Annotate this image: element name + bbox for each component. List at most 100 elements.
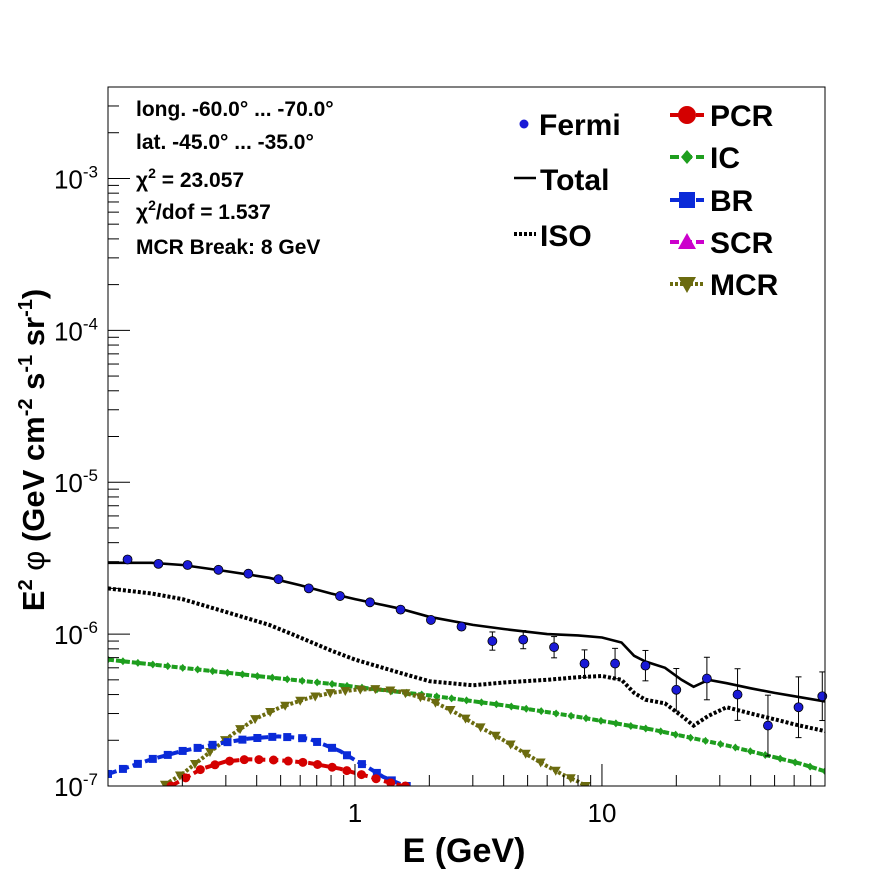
br-marker xyxy=(253,733,262,742)
fermi-data-point xyxy=(122,554,133,565)
mcr-marker xyxy=(340,687,351,697)
y-label-s: s xyxy=(16,373,51,399)
mcr-marker xyxy=(174,771,185,781)
ic-marker xyxy=(134,658,142,667)
ic-marker xyxy=(821,767,825,776)
x-tick-label: 10 xyxy=(587,798,616,828)
br-marker xyxy=(283,733,292,742)
mcr-marker xyxy=(445,706,456,716)
fermi-data-point xyxy=(456,621,467,632)
ic-marker xyxy=(463,696,470,705)
y-tick-label: 10-6 xyxy=(54,618,98,650)
legend-label-iso: ISO xyxy=(540,220,592,253)
pcr-marker xyxy=(400,781,410,786)
fermi-data-point xyxy=(213,564,224,575)
ic-marker xyxy=(597,716,605,725)
fermi-points-layer xyxy=(122,554,828,757)
legend-label-mcr: MCR xyxy=(710,269,779,302)
ic-marker xyxy=(179,663,187,672)
chi2-symbol: χ xyxy=(136,169,148,192)
ic-marker xyxy=(806,762,814,771)
pcr-marker xyxy=(283,756,293,766)
y-label-sr: sr xyxy=(16,317,51,355)
fermi-data-point xyxy=(182,560,193,570)
legend-label-total: Total xyxy=(540,164,609,197)
ic-marker xyxy=(119,657,127,666)
mcr-marker xyxy=(370,685,381,695)
fermi-data-point xyxy=(153,558,164,569)
mcr-marker xyxy=(205,748,216,758)
mcr-marker xyxy=(189,759,200,769)
mcr-marker xyxy=(430,698,441,708)
y-label-sr-sup: -1 xyxy=(15,299,37,317)
ic-marker xyxy=(268,673,276,682)
x-axis-label: E (GeV) xyxy=(403,832,526,870)
ic-marker xyxy=(477,698,485,707)
series-iso-line xyxy=(108,586,825,734)
ic-marker xyxy=(657,727,665,736)
y-label-phi: φ xyxy=(16,551,51,571)
fermi-data-point xyxy=(518,634,529,645)
mcr-marker xyxy=(475,723,486,733)
mcr-marker xyxy=(385,686,396,696)
chi2-superscript: 2 xyxy=(148,165,156,181)
br-marker xyxy=(178,746,187,755)
fermi-data-point xyxy=(549,642,559,653)
pcr-marker xyxy=(210,760,220,770)
chi2-value: = 23.057 xyxy=(156,169,244,192)
legend-marker-scr xyxy=(678,233,696,249)
mcr-marker xyxy=(520,749,531,759)
ic-marker xyxy=(328,680,336,689)
ic-marker xyxy=(761,750,769,759)
chi2dof-symbol: χ xyxy=(136,201,148,224)
ic-marker xyxy=(149,660,157,669)
legend-marker-br xyxy=(679,192,695,208)
mcr-marker xyxy=(310,692,321,702)
legend-marker-ic xyxy=(681,150,693,164)
fermi-data-point xyxy=(732,689,743,700)
legend-label-scr: SCR xyxy=(710,227,774,260)
legend-marker-fermi xyxy=(519,119,529,129)
mcr-marker xyxy=(490,731,501,741)
legend-marker-mcr xyxy=(678,277,696,293)
mcr-marker xyxy=(505,740,516,750)
ic-marker xyxy=(194,665,202,674)
series-br-line xyxy=(108,734,408,786)
pcr-marker xyxy=(386,778,396,786)
br-marker xyxy=(148,754,157,763)
fermi-data-point xyxy=(395,604,406,615)
mcr-marker xyxy=(355,685,366,695)
fermi-data-point xyxy=(610,658,620,669)
y-label-e-sup: 2 xyxy=(15,579,37,590)
ic-marker xyxy=(522,704,530,713)
ic-marker xyxy=(612,719,620,728)
text-layer: long. -60.0° ... -70.0° lat. -45.0° ... … xyxy=(15,98,779,870)
ic-marker xyxy=(492,700,500,709)
y-tick-label: 10-5 xyxy=(54,466,98,498)
mcr-marker xyxy=(550,766,561,776)
fermi-data-point xyxy=(243,568,254,579)
ic-marker xyxy=(567,711,575,720)
br-marker xyxy=(223,738,232,747)
y-label-unit: (GeV cm xyxy=(16,416,51,550)
y-tick-label: 10-4 xyxy=(54,314,98,346)
ic-marker xyxy=(627,721,635,730)
fermi-data-point xyxy=(640,660,651,671)
ic-marker xyxy=(716,740,724,749)
ic-marker xyxy=(731,743,739,752)
mcr-marker xyxy=(280,701,291,711)
chi2dof-superscript: 2 xyxy=(148,197,156,213)
ic-marker xyxy=(776,754,784,763)
ic-marker xyxy=(253,672,261,681)
pcr-marker xyxy=(254,755,264,765)
y-tick-label: 10-3 xyxy=(54,162,98,194)
pcr-marker xyxy=(298,757,308,767)
mcr-marker xyxy=(325,689,336,699)
br-marker xyxy=(118,764,127,773)
fermi-data-point xyxy=(426,615,436,625)
ic-marker xyxy=(164,662,172,671)
ic-marker xyxy=(507,702,515,711)
br-marker xyxy=(298,734,307,743)
br-marker xyxy=(193,743,202,752)
